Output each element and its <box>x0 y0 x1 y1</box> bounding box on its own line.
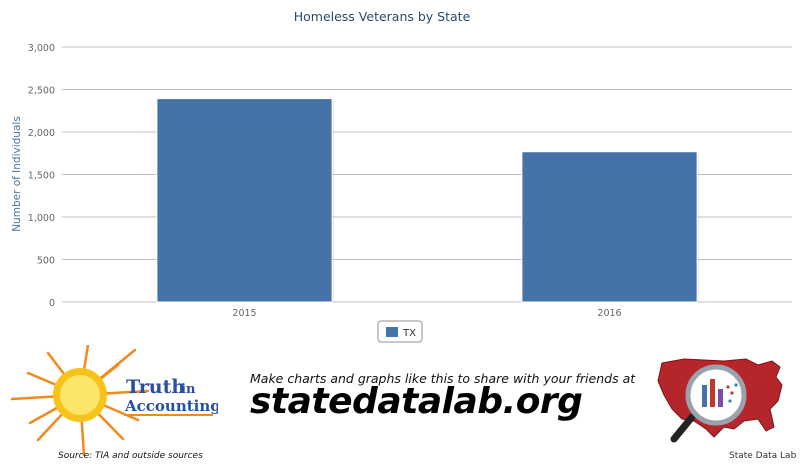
tia-logo-accounting: Accounting <box>124 397 218 415</box>
promo-text: Make charts and graphs like this to shar… <box>250 371 636 386</box>
y-tick-label: 2,500 <box>28 86 55 97</box>
y-tick-label: 500 <box>37 256 55 267</box>
chart-title: Homeless Veterans by State <box>294 9 471 24</box>
x-tick-labels: 2015 2016 <box>232 308 621 319</box>
y-tick-label: 0 <box>49 298 55 309</box>
state-data-lab-label: State Data Lab <box>729 451 797 461</box>
y-tick-label: 1,500 <box>28 171 55 182</box>
x-tick-label: 2016 <box>597 308 621 319</box>
bar-2015[interactable] <box>156 98 333 303</box>
magnifier-icon <box>670 364 747 443</box>
y-tick-label: 1,000 <box>28 213 55 224</box>
state-data-lab-logo <box>657 358 783 443</box>
legend[interactable]: TX <box>377 320 423 343</box>
tia-logo-in: in <box>181 382 196 397</box>
y-tick-label: 3,000 <box>28 43 55 54</box>
y-axis-label: Number of Individuals <box>11 116 23 232</box>
y-tick-labels: 0 500 1,000 1,500 2,000 2,500 3,000 <box>28 43 55 309</box>
legend-label-tx[interactable]: TX <box>402 328 416 339</box>
legend-swatch-tx <box>386 327 398 337</box>
x-tick-label: 2015 <box>232 308 256 319</box>
bar-2016[interactable] <box>521 151 698 303</box>
footer: Truth in Accounting Source: TIA and outs… <box>0 345 800 467</box>
site-link[interactable]: statedatalab.org <box>250 381 583 422</box>
bar-chart: Homeless Veterans by State Number of Ind… <box>11 9 792 343</box>
tia-logo-truth: Truth <box>126 376 185 398</box>
bars <box>156 98 700 303</box>
y-tick-label: 2,000 <box>28 128 55 139</box>
source-note: Source: TIA and outside sources <box>58 451 203 461</box>
sun-icon <box>10 345 150 457</box>
truth-in-accounting-logo: Truth in Accounting <box>10 345 218 457</box>
